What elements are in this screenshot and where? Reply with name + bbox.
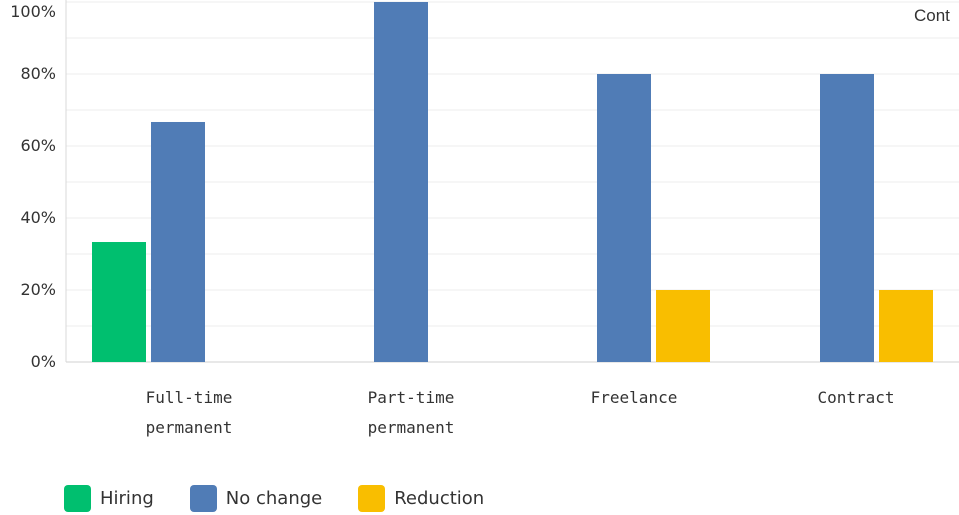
x-category-label: Part-time permanent [368, 388, 455, 437]
bar-no-change [597, 74, 651, 362]
chart-title-fragment: Cont [914, 6, 950, 25]
bars [92, 2, 933, 362]
bar-no-change [374, 2, 428, 362]
y-tick-label: 100% [10, 2, 56, 21]
bar-no-change [151, 121, 205, 362]
y-tick-label: 0% [31, 352, 56, 371]
legend-label: Reduction [394, 488, 485, 509]
y-tick-label: 80% [20, 64, 56, 83]
legend: Hiring No change Reduction [64, 485, 520, 512]
x-category-label: Full-time permanent [146, 388, 233, 437]
legend-label: Hiring [100, 488, 154, 509]
bar-reduction [879, 290, 933, 362]
legend-swatch [358, 485, 386, 512]
y-tick-label: 40% [20, 208, 56, 227]
legend-item: Hiring [64, 485, 154, 512]
legend-item: No change [189, 485, 323, 512]
legend-item: Reduction [358, 485, 484, 512]
x-category-label: Contract [817, 388, 894, 407]
bar-hiring [92, 242, 146, 362]
x-category-label: Freelance [591, 388, 678, 407]
legend-swatch [64, 485, 91, 512]
legend-swatch [189, 485, 217, 512]
legend-label: No change [225, 488, 323, 509]
bar-reduction [656, 290, 710, 362]
y-tick-label: 60% [20, 136, 56, 155]
y-tick-label: 20% [20, 280, 56, 299]
bar-no-change [820, 74, 874, 362]
gridlines [65, 0, 959, 363]
x-axis-labels: Full-time permanent Part-time permanent Free… [146, 388, 895, 437]
y-axis-ticks: 0% 20% 40% 60% 80% 100% [10, 2, 56, 371]
